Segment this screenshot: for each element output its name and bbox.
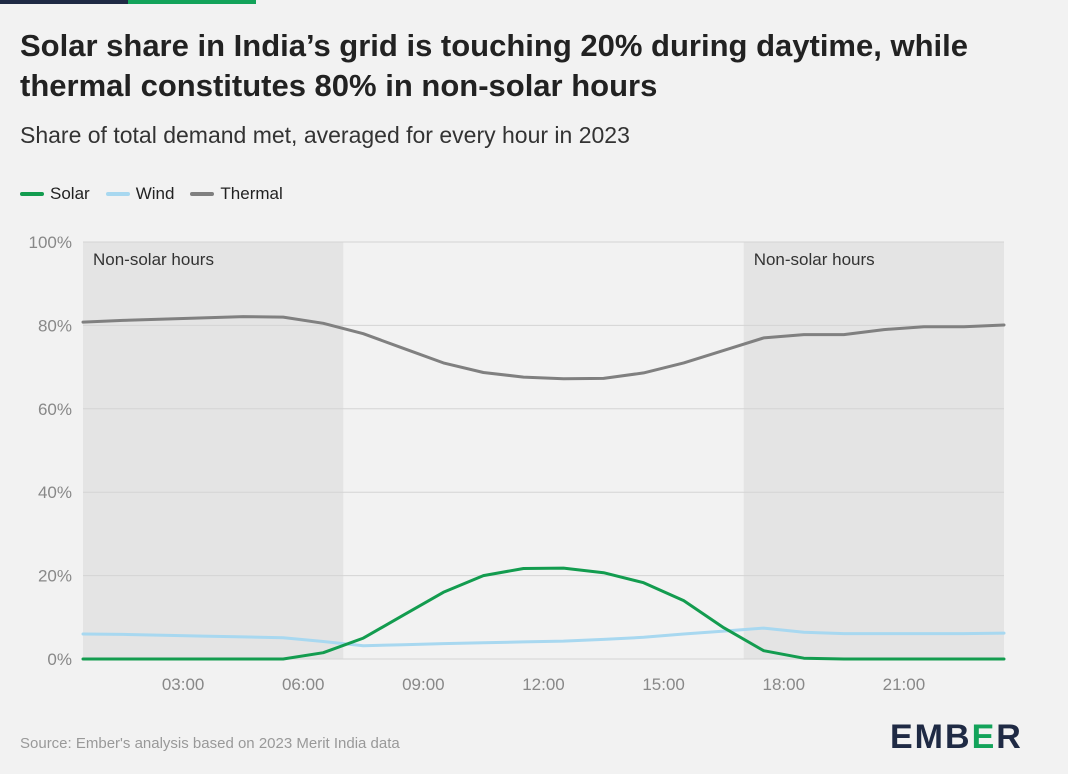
legend-item-thermal: Thermal [190, 184, 283, 204]
y-tick-label: 40% [38, 483, 72, 502]
non-solar-label-1: Non-solar hours [754, 250, 875, 269]
chart-subtitle: Share of total demand met, averaged for … [20, 122, 630, 148]
accent-bar-navy [0, 0, 128, 4]
x-tick-label: 15:00 [642, 675, 685, 694]
legend-item-solar: Solar [20, 184, 90, 204]
x-tick-label: 12:00 [522, 675, 565, 694]
chart-title: Solar share in India’s grid is touching … [20, 28, 968, 103]
logo-text-suffix: R [996, 718, 1023, 756]
y-tick-label: 60% [38, 400, 72, 419]
ember-logo: EMBER [890, 718, 1023, 757]
non-solar-label-0: Non-solar hours [93, 250, 214, 269]
x-tick-label: 03:00 [162, 675, 205, 694]
line-chart: 0% 20% 40% 60% 80% 100% 03:00 06:00 09:00 12:00 1… [29, 233, 1006, 694]
legend-swatch-solar [20, 192, 44, 196]
series-line-wind [81, 626, 1006, 648]
legend-label-thermal: Thermal [220, 184, 283, 203]
accent-bar-green [128, 0, 256, 4]
y-tick-label: 80% [38, 316, 72, 335]
legend-label-solar: Solar [50, 184, 90, 203]
source-note: Source: Ember's analysis based on 2023 M… [20, 735, 400, 752]
y-tick-label: 0% [47, 650, 72, 669]
x-axis-ticks: 03:00 06:00 09:00 12:00 15:00 18:00 21:00 [162, 675, 925, 694]
legend: Solar Wind Thermal [20, 183, 283, 205]
x-tick-label: 06:00 [282, 675, 325, 694]
series-line-thermal [81, 315, 1006, 381]
legend-swatch-thermal [190, 192, 215, 196]
accent-bar [0, 0, 256, 4]
x-tick-label: 18:00 [762, 675, 805, 694]
logo-text-mid: E [971, 718, 997, 756]
series-lines [81, 315, 1006, 661]
annotations: Non-solar hours Non-solar hours [93, 250, 875, 269]
x-tick-label: 21:00 [883, 675, 926, 694]
series-line-solar [81, 566, 1006, 661]
x-tick-label: 09:00 [402, 675, 445, 694]
logo-text-prefix: EMB [890, 718, 972, 756]
legend-item-wind: Wind [105, 184, 175, 204]
non-solar-shade-0 [83, 242, 344, 659]
y-axis-ticks: 0% 20% 40% 60% 80% 100% [29, 233, 72, 669]
y-tick-label: 20% [38, 567, 72, 586]
non-solar-shade-1 [743, 242, 1004, 659]
legend-label-wind: Wind [135, 184, 175, 203]
legend-swatch-wind [105, 192, 130, 196]
shaded-regions [83, 242, 1004, 659]
y-tick-label: 100% [29, 233, 72, 252]
